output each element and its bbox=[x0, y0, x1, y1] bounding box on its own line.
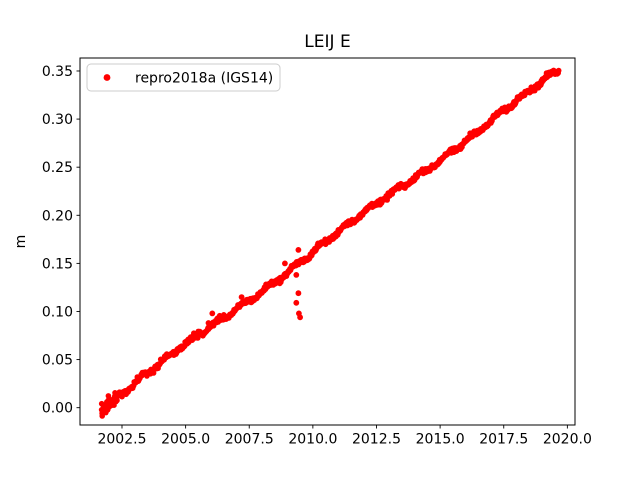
legend-label: repro2018a (IGS14) bbox=[135, 71, 273, 87]
x-tick-label: 2005.0 bbox=[161, 432, 210, 448]
legend-box bbox=[86, 63, 281, 92]
y-axis-label: m bbox=[13, 235, 29, 249]
data-point bbox=[295, 290, 302, 297]
data-point bbox=[150, 370, 157, 376]
data-point bbox=[205, 320, 212, 326]
data-point bbox=[282, 260, 288, 267]
data-point bbox=[293, 299, 300, 306]
legend-marker-icon bbox=[103, 74, 111, 81]
y-tick-label: 0.30 bbox=[42, 112, 73, 128]
plot-area: 2002.5 2005.0 2007.5 2010.0 2012.5 2015.0 2017… bbox=[42, 57, 592, 448]
data-point bbox=[99, 413, 105, 419]
x-tick-label: 2015.0 bbox=[416, 432, 465, 448]
data-point bbox=[238, 294, 245, 300]
data-points bbox=[98, 67, 562, 419]
y-tick-label: 0.00 bbox=[42, 401, 73, 417]
x-tick-label: 2020.0 bbox=[543, 432, 592, 448]
data-point bbox=[209, 310, 216, 317]
chart-title: LEIJ E bbox=[304, 32, 350, 52]
x-tick-label: 2002.5 bbox=[97, 432, 146, 448]
data-point bbox=[293, 272, 300, 278]
y-tick-label: 0.35 bbox=[42, 64, 73, 80]
y-tick-label: 0.20 bbox=[42, 208, 73, 224]
data-point bbox=[297, 314, 303, 321]
x-tick-label: 2010.0 bbox=[288, 432, 337, 448]
axes-frame bbox=[79, 57, 576, 426]
x-tick-label: 2012.5 bbox=[352, 432, 401, 448]
x-tick-label: 2017.5 bbox=[479, 432, 528, 448]
y-tick-label: 0.25 bbox=[42, 160, 73, 176]
data-point bbox=[555, 67, 562, 74]
data-point bbox=[114, 397, 120, 404]
x-tick-label: 2007.5 bbox=[225, 432, 274, 448]
y-tick-label: 0.10 bbox=[42, 304, 73, 320]
legend: repro2018a (IGS14) bbox=[86, 63, 281, 92]
data-point bbox=[295, 247, 302, 253]
y-tick-label: 0.05 bbox=[42, 353, 73, 369]
y-tick-label: 0.15 bbox=[42, 256, 73, 272]
